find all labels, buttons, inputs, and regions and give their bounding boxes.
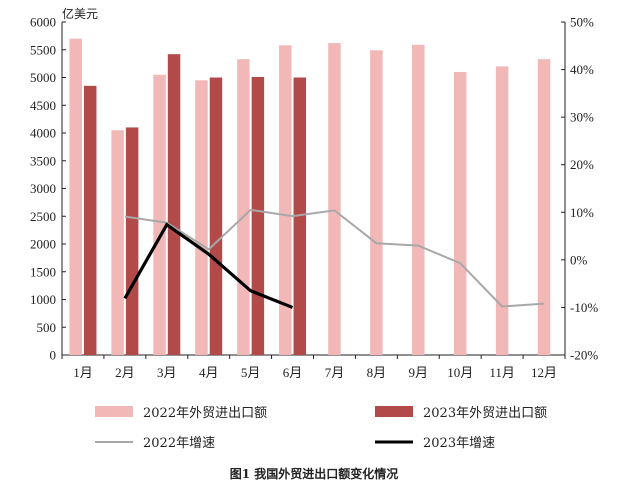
x-tick-label: 10月	[447, 365, 473, 380]
bar-2022-5	[237, 59, 250, 356]
left-tick-label: 5000	[30, 70, 56, 85]
bar-2022-2	[111, 130, 124, 355]
x-tick-label: 5月	[241, 365, 261, 380]
x-tick-label: 3月	[157, 365, 177, 380]
right-tick-label: 20%	[570, 157, 594, 172]
plot-area: 0 500 1000 1500 2000 2500 3000 3500 4000 4500 5000…	[30, 15, 598, 381]
x-tick-label: 2月	[115, 365, 135, 380]
right-tick-label: 30%	[570, 110, 594, 125]
bar-2023-5	[251, 76, 265, 355]
left-tick-label: 4000	[30, 126, 56, 141]
bar-2022-12	[537, 59, 551, 356]
legend-label: 2023年增速	[423, 436, 495, 451]
legend-label: 2023年外贸进出口额	[423, 406, 547, 421]
left-tick-label: 1000	[30, 292, 56, 307]
legend: 2022年外贸进出口额 2023年外贸进出口额 2022年增速 2023年增速	[95, 406, 547, 451]
left-tick-label: 2000	[30, 237, 56, 252]
legend-swatch	[95, 406, 133, 417]
left-tick-label: 0	[50, 348, 57, 363]
right-tick-label: 40%	[570, 62, 594, 77]
left-tick-label: 2500	[30, 209, 56, 224]
right-tick-label: -10%	[570, 300, 598, 315]
bar-2022-3	[153, 74, 166, 355]
left-tick-label: 6000	[30, 15, 56, 30]
x-tick-label: 9月	[409, 365, 429, 380]
left-tick-label: 5500	[30, 42, 56, 57]
bar-2022-10	[453, 71, 467, 355]
x-tick-label: 7月	[325, 365, 345, 380]
bar-2023-2	[125, 127, 139, 355]
left-tick-label: 4500	[30, 98, 56, 113]
bar-2022-6	[279, 45, 292, 356]
bar-2023-3	[167, 54, 181, 355]
bar-2023-1	[83, 85, 97, 355]
right-tick-label: 0%	[570, 252, 588, 267]
left-tick-label: 1500	[30, 264, 56, 279]
left-tick-label: 3500	[30, 153, 56, 168]
bar-2022-1	[69, 38, 82, 356]
bar-2023-4	[209, 77, 223, 355]
legend-label: 2022年外贸进出口额	[143, 406, 267, 421]
line-2023-growth	[123, 222, 294, 309]
right-tick-label: 50%	[570, 15, 594, 30]
bar-2022-9	[412, 44, 425, 355]
x-tick-label: 12月	[531, 365, 557, 380]
right-tick-label: -20%	[570, 348, 598, 363]
bar-2022-11	[495, 66, 509, 356]
x-tick-label: 6月	[283, 365, 303, 380]
x-tick-label: 4月	[199, 365, 219, 380]
legend-label: 2022年增速	[143, 436, 215, 451]
legend-swatch	[375, 406, 413, 417]
bar-2022-8	[370, 50, 383, 356]
left-tick-label: 3000	[30, 181, 56, 196]
bar-2022-4	[195, 80, 208, 356]
figure-caption: 图1 我国外贸进出口额变化情况	[230, 466, 399, 481]
unit-label: 亿美元	[62, 6, 98, 21]
bar-2022-7	[328, 43, 341, 356]
left-tick-label: 500	[37, 320, 57, 335]
x-tick-label: 8月	[367, 365, 387, 380]
x-tick-label: 11月	[489, 365, 515, 380]
x-tick-label: 1月	[73, 365, 93, 380]
bars	[69, 38, 551, 356]
right-tick-label: 10%	[570, 205, 594, 220]
bar-2023-6	[293, 77, 307, 355]
